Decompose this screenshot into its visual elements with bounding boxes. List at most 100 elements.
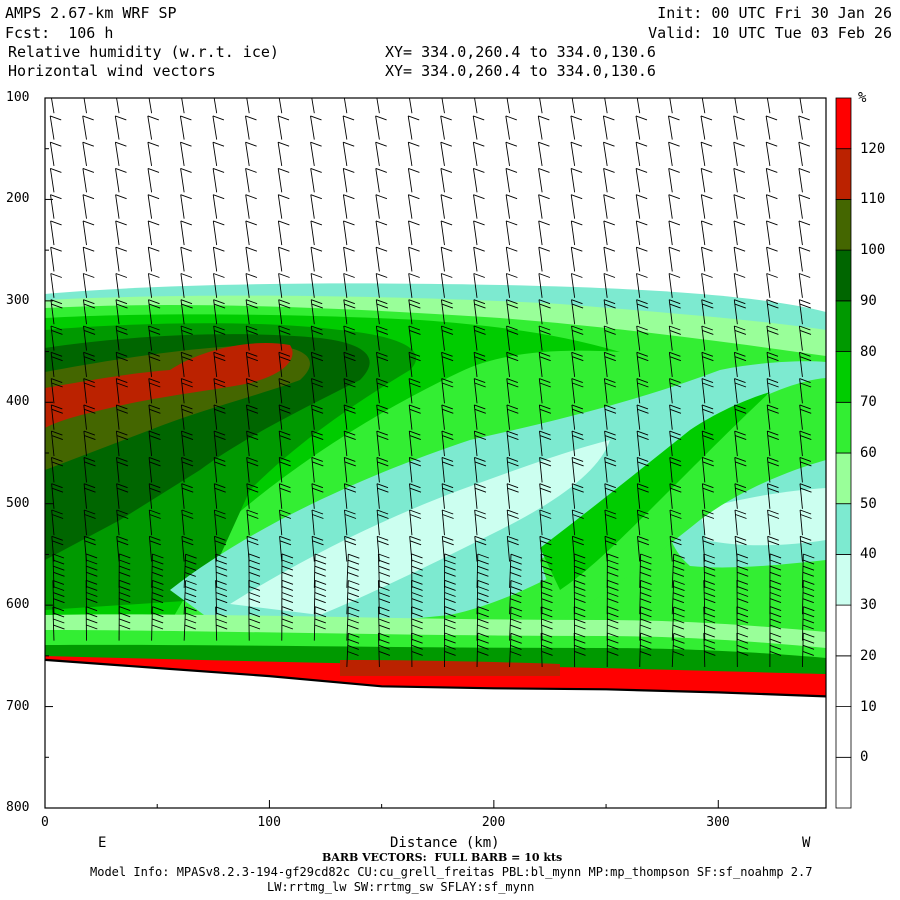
wind-barb-flag	[148, 351, 160, 357]
wind-barb-flag	[51, 487, 64, 493]
colorbar-swatch	[835, 554, 852, 606]
wind-barb-staff	[538, 194, 543, 219]
wind-barb-staff	[473, 431, 478, 457]
wind-barb-flag	[604, 351, 616, 357]
field-label-rh: Relative humidity (w.r.t. ice)	[8, 43, 279, 61]
wind-barb-staff	[180, 299, 185, 325]
wind-barb-flag	[214, 487, 226, 493]
wind-barb-staff	[408, 404, 413, 430]
wind-barb-staff	[701, 325, 706, 351]
wind-barb-flag	[279, 487, 291, 493]
wind-barb-flag	[510, 624, 522, 630]
wind-barb-staff	[344, 509, 348, 536]
wind-barb-flag	[119, 553, 131, 559]
wind-barb-flag	[411, 612, 423, 618]
wind-barb-staff	[734, 483, 738, 509]
wind-barb-staff	[766, 404, 771, 430]
wind-barb-flag	[442, 487, 454, 493]
wind-barb-staff	[636, 98, 641, 114]
wind-barb-flag	[83, 246, 95, 252]
wind-barb-staff	[734, 431, 738, 457]
wind-barb-staff	[148, 536, 153, 562]
wind-barb-staff	[799, 431, 803, 457]
wind-barb-flag	[441, 430, 454, 436]
wind-barb-flag	[409, 483, 421, 489]
wind-barb-flag	[769, 638, 782, 644]
wind-barb-flag	[673, 580, 685, 585]
wind-barb-staff	[115, 431, 120, 457]
wind-barb-flag	[700, 141, 713, 147]
wind-barb-flag	[311, 325, 323, 331]
wind-barb-staff	[151, 606, 153, 641]
wind-barb-flag	[278, 220, 290, 226]
wind-barb-flag	[604, 404, 616, 410]
y-tick-label: 600	[6, 597, 30, 613]
wind-barb-staff	[799, 378, 803, 404]
wind-barb-flag	[215, 565, 228, 571]
wind-barb-staff	[766, 98, 771, 114]
wind-barb-flag	[281, 606, 294, 612]
colorbar-swatch	[835, 503, 852, 555]
wind-barb-flag	[151, 565, 164, 571]
wind-barb-flag	[411, 553, 423, 559]
wind-barb-flag	[409, 356, 421, 362]
wind-barb-staff	[766, 325, 771, 351]
wind-barb-flag	[637, 509, 649, 515]
wind-barb-flag	[181, 303, 193, 309]
wind-barb-flag	[703, 618, 716, 624]
wind-barb-flag	[376, 329, 389, 335]
wind-barb-flag	[734, 378, 746, 384]
wind-barb-staff	[505, 273, 511, 298]
wind-barb-flag	[52, 586, 65, 591]
wind-barb-flag	[214, 382, 226, 388]
wind-barb-staff	[570, 247, 576, 272]
wind-barb-flag	[540, 606, 553, 612]
wind-barb-staff	[148, 378, 153, 404]
wind-barb-flag	[83, 378, 95, 384]
wind-barb-flag	[800, 514, 812, 519]
wind-barb-flag	[639, 624, 652, 630]
wind-barb-flag	[279, 540, 292, 546]
wind-barb-flag	[409, 303, 421, 309]
wind-barb-flag	[246, 408, 259, 414]
wind-barb-flag	[149, 514, 161, 519]
wind-barb-flag	[669, 299, 681, 305]
wind-barb-flag	[213, 351, 225, 357]
wind-barb-flag	[411, 585, 423, 591]
wind-barb-staff	[148, 352, 153, 377]
wind-barb-flag	[116, 378, 128, 384]
wind-barb-flag	[84, 408, 96, 414]
wind-barb-staff	[604, 404, 608, 430]
wind-barb-staff	[539, 483, 543, 509]
wind-barb-staff	[669, 98, 673, 114]
wind-barb-staff	[313, 580, 316, 615]
wind-barb-flag	[348, 580, 360, 585]
wind-barb-flag	[116, 435, 129, 441]
wind-barb-flag	[311, 356, 324, 362]
wind-barb-flag	[152, 553, 164, 559]
wind-barb-staff	[604, 536, 608, 562]
wind-barb-flag	[574, 624, 586, 630]
wind-barb-staff	[733, 299, 738, 325]
wind-barb-flag	[441, 404, 453, 410]
wind-barb-flag	[769, 585, 782, 591]
wind-barb-flag	[506, 483, 519, 489]
wind-barb-flag	[769, 618, 782, 624]
wind-barb-flag	[281, 624, 294, 630]
wind-barb-flag	[311, 535, 324, 541]
wind-barb-staff	[441, 378, 445, 404]
wind-barb-flag	[409, 456, 421, 462]
wind-barb-staff	[635, 194, 641, 219]
wind-barb-flag	[116, 404, 128, 410]
wind-barb-flag	[375, 115, 387, 121]
wind-barb-flag	[83, 325, 95, 331]
wind-barb-flag	[800, 540, 812, 546]
wind-barb-flag	[180, 325, 193, 331]
wind-barb-flag	[507, 487, 519, 493]
wind-barb-flag	[640, 559, 652, 565]
wind-barb-staff	[474, 509, 478, 536]
wind-barb-flag	[673, 586, 685, 592]
wind-barb-flag	[541, 612, 553, 618]
wind-barb-flag	[603, 273, 616, 278]
wind-barb-staff	[181, 457, 185, 483]
